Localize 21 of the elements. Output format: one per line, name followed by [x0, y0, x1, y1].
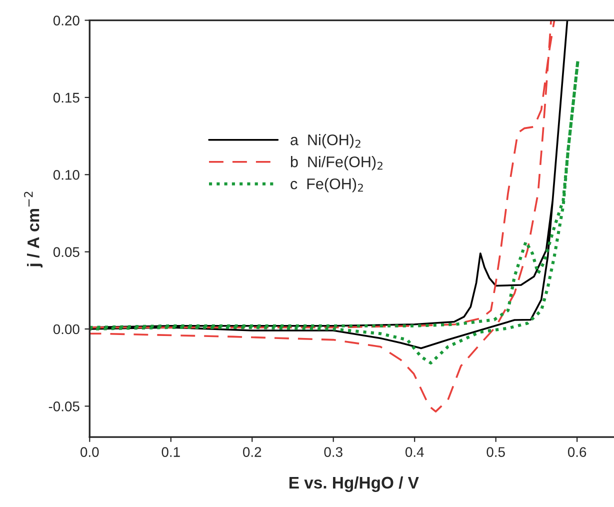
line-series	[90, 20, 568, 350]
x-tick-label: 0.3	[324, 447, 342, 457]
legend-label: a Ni(OH)$_{2}$	[290, 134, 360, 148]
legend-label: b Ni/Fe(OH)$_{2}$	[290, 156, 382, 170]
line-series	[90, 58, 580, 364]
y-tick-label: 0.15	[53, 92, 80, 103]
legend-label: c Fe(OH)$_{2}$	[290, 178, 363, 192]
y-tick-label: 0.05	[53, 247, 80, 257]
y-tick-label: 0.20	[53, 16, 80, 26]
x-tick-label: 0.2	[243, 447, 262, 457]
x-axis-title: E vs. Hg/HgO / V	[289, 476, 419, 492]
line-series	[90, 20, 556, 412]
x-tick-label: 0.6	[568, 447, 586, 457]
y-tick-label: 0.00	[53, 324, 80, 334]
x-tick-label: 0.4	[405, 447, 424, 457]
x-tick-label: 0.1	[162, 447, 180, 457]
x-tick-label: 0.0	[80, 447, 99, 457]
y-tick-label: 0.10	[53, 170, 80, 180]
y-tick-label: -0.05	[48, 402, 80, 412]
y-axis-title: j / A cm$^{−2}$	[24, 192, 43, 268]
x-tick-label: 0.5	[486, 447, 505, 457]
